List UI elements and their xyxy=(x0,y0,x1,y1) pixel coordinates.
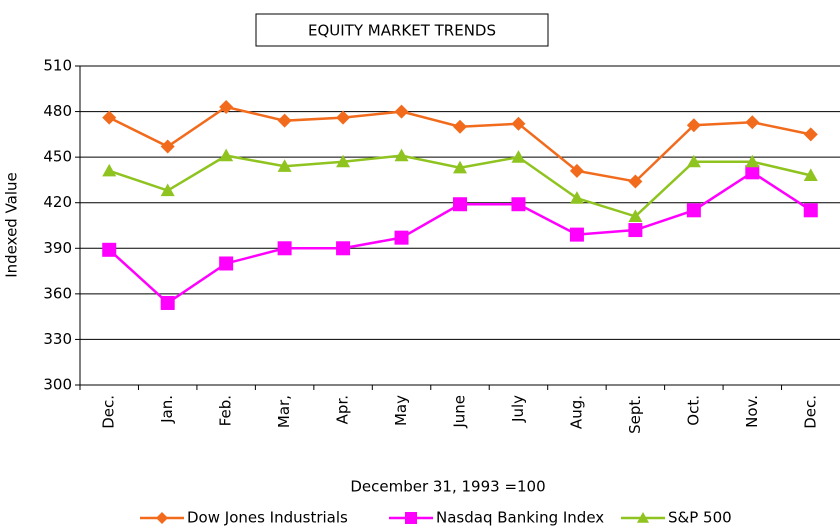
y-tick-label: 510 xyxy=(43,57,72,75)
marker xyxy=(745,154,760,168)
marker xyxy=(686,154,701,168)
legend-label: Dow Jones Industrials xyxy=(187,509,348,527)
marker xyxy=(569,227,584,242)
y-tick-label: 450 xyxy=(43,148,72,166)
x-tick-label: Apr. xyxy=(334,395,352,424)
marker xyxy=(628,209,643,222)
marker xyxy=(453,197,467,212)
marker xyxy=(336,110,351,125)
legend-label: S&P 500 xyxy=(668,509,732,527)
marker xyxy=(160,183,175,197)
marker xyxy=(511,116,526,131)
y-tick-label: 360 xyxy=(43,284,72,302)
x-axis-label: December 31, 1993 =100 xyxy=(350,478,545,496)
marker xyxy=(102,163,117,177)
chart-title: EQUITY MARKET TRENDS xyxy=(308,22,496,40)
y-tick-label: 480 xyxy=(43,102,72,120)
marker xyxy=(277,159,292,172)
title-box xyxy=(255,13,549,47)
x-tick-label: Nov. xyxy=(743,395,761,428)
marker xyxy=(102,242,117,257)
x-tick-label: Mar, xyxy=(275,395,293,428)
x-tick-label: May xyxy=(392,395,410,426)
y-axis-label: Indexed Value xyxy=(3,172,21,278)
marker xyxy=(277,113,292,128)
legend-label: Nasdaq Banking Index xyxy=(436,509,604,527)
legend-marker xyxy=(156,512,168,524)
marker xyxy=(511,150,526,163)
marker xyxy=(803,203,818,218)
marker xyxy=(745,165,760,180)
marker xyxy=(628,223,643,238)
x-tick-label: Dec. xyxy=(100,395,118,429)
marker xyxy=(453,160,467,174)
marker xyxy=(803,127,818,142)
marker xyxy=(569,163,584,178)
x-tick-label: June xyxy=(451,395,469,429)
marker xyxy=(686,203,701,218)
x-tick-label: July xyxy=(509,395,527,423)
marker xyxy=(394,104,409,119)
y-tick-label: 390 xyxy=(43,239,72,257)
marker xyxy=(219,256,234,271)
x-tick-label: Oct. xyxy=(684,395,702,426)
marker xyxy=(219,148,234,162)
marker xyxy=(160,295,175,310)
marker xyxy=(511,197,526,212)
y-tick-label: 300 xyxy=(43,376,72,394)
x-tick-label: Sept. xyxy=(626,395,644,434)
y-tick-label: 330 xyxy=(43,330,72,348)
x-tick-label: Aug. xyxy=(567,395,585,429)
marker xyxy=(745,115,760,130)
marker xyxy=(686,118,701,133)
x-tick-label: Feb. xyxy=(217,395,235,426)
x-tick-label: Jan. xyxy=(158,395,176,424)
marker xyxy=(394,230,409,245)
marker xyxy=(803,168,818,181)
marker xyxy=(160,139,175,154)
x-tick-label: Dec. xyxy=(801,395,819,429)
marker xyxy=(336,241,351,256)
marker xyxy=(628,174,643,189)
marker xyxy=(277,241,292,256)
series-line xyxy=(108,170,812,305)
legend-marker xyxy=(405,512,417,524)
marker xyxy=(336,154,351,168)
marker xyxy=(102,110,117,125)
marker xyxy=(394,148,409,162)
legend-marker xyxy=(637,512,649,523)
marker xyxy=(453,119,467,134)
marker xyxy=(219,100,234,115)
y-tick-label: 420 xyxy=(43,193,72,211)
marker xyxy=(569,191,584,204)
